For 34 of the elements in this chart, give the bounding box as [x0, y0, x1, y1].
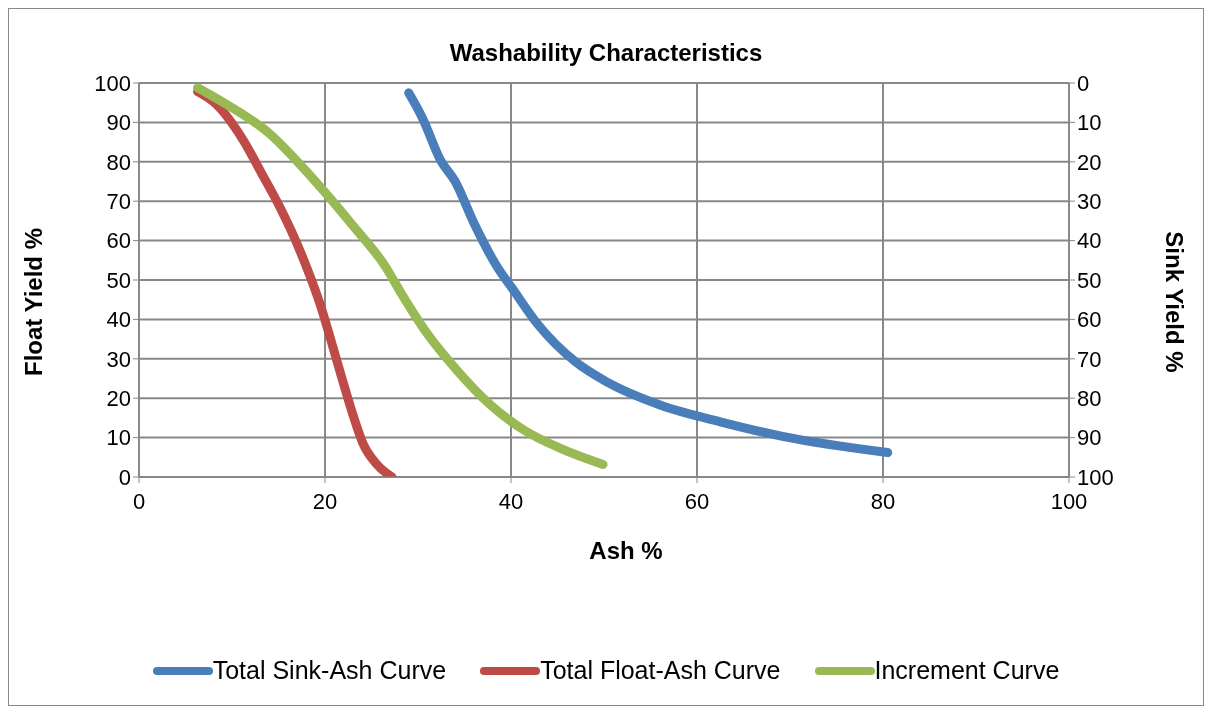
y-tick-label: 80: [106, 149, 131, 175]
y-tick-label: 0: [118, 464, 131, 490]
y2-tick-label: 10: [1077, 110, 1102, 136]
x-tick-label: 80: [870, 488, 896, 514]
y-tick-label: 10: [106, 425, 131, 451]
y2-tick-label: 80: [1077, 386, 1102, 412]
y2-tick-label: 20: [1077, 149, 1102, 175]
y2-tick-label: 100: [1077, 464, 1114, 490]
x-axis-title: Ash %: [588, 537, 664, 565]
x-tick-label: 40: [498, 488, 524, 514]
y-tick-label: 60: [106, 228, 131, 254]
x-tick-label: 60: [684, 488, 710, 514]
y-tick-label: 100: [94, 70, 131, 96]
y2-tick-label: 50: [1077, 267, 1102, 293]
y-tick-label: 50: [106, 267, 131, 293]
x-tick-label: 100: [1050, 488, 1088, 514]
y2-tick-label: 30: [1077, 189, 1102, 215]
y-tick-label: 90: [106, 110, 131, 136]
legend-label: Total Sink-Ash Curve: [212, 656, 447, 685]
x-tick-label: 20: [312, 488, 338, 514]
y2-axis-title: Sink Yield %: [1160, 231, 1189, 373]
y-tick-label: 70: [106, 189, 131, 215]
y-tick-label: 40: [106, 307, 131, 333]
y2-tick-label: 40: [1077, 228, 1102, 254]
y2-tick-label: 90: [1077, 425, 1102, 451]
y-tick-label: 30: [106, 346, 131, 372]
y2-tick-label: 60: [1077, 307, 1102, 333]
y2-tick-label: 0: [1077, 70, 1090, 96]
y-tick-label: 20: [106, 386, 131, 412]
chart-title: Washability Characteristics: [448, 39, 764, 67]
legend-label: Total Float-Ash Curve: [540, 656, 781, 685]
y2-tick-label: 70: [1077, 346, 1102, 372]
y-axis-title: Float Yield %: [20, 227, 48, 377]
legend-label: Increment Curve: [874, 656, 1060, 685]
